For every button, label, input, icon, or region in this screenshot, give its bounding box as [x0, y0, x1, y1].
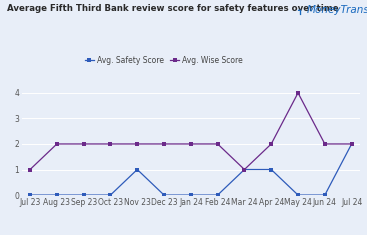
Text: MoneyTransfers.com: MoneyTransfers.com	[306, 5, 367, 15]
Legend: Avg. Safety Score, Avg. Wise Score: Avg. Safety Score, Avg. Wise Score	[85, 55, 243, 65]
Text: ┓: ┓	[297, 6, 302, 15]
Text: Average Fifth Third Bank review score for safety features over time: Average Fifth Third Bank review score fo…	[7, 4, 339, 12]
